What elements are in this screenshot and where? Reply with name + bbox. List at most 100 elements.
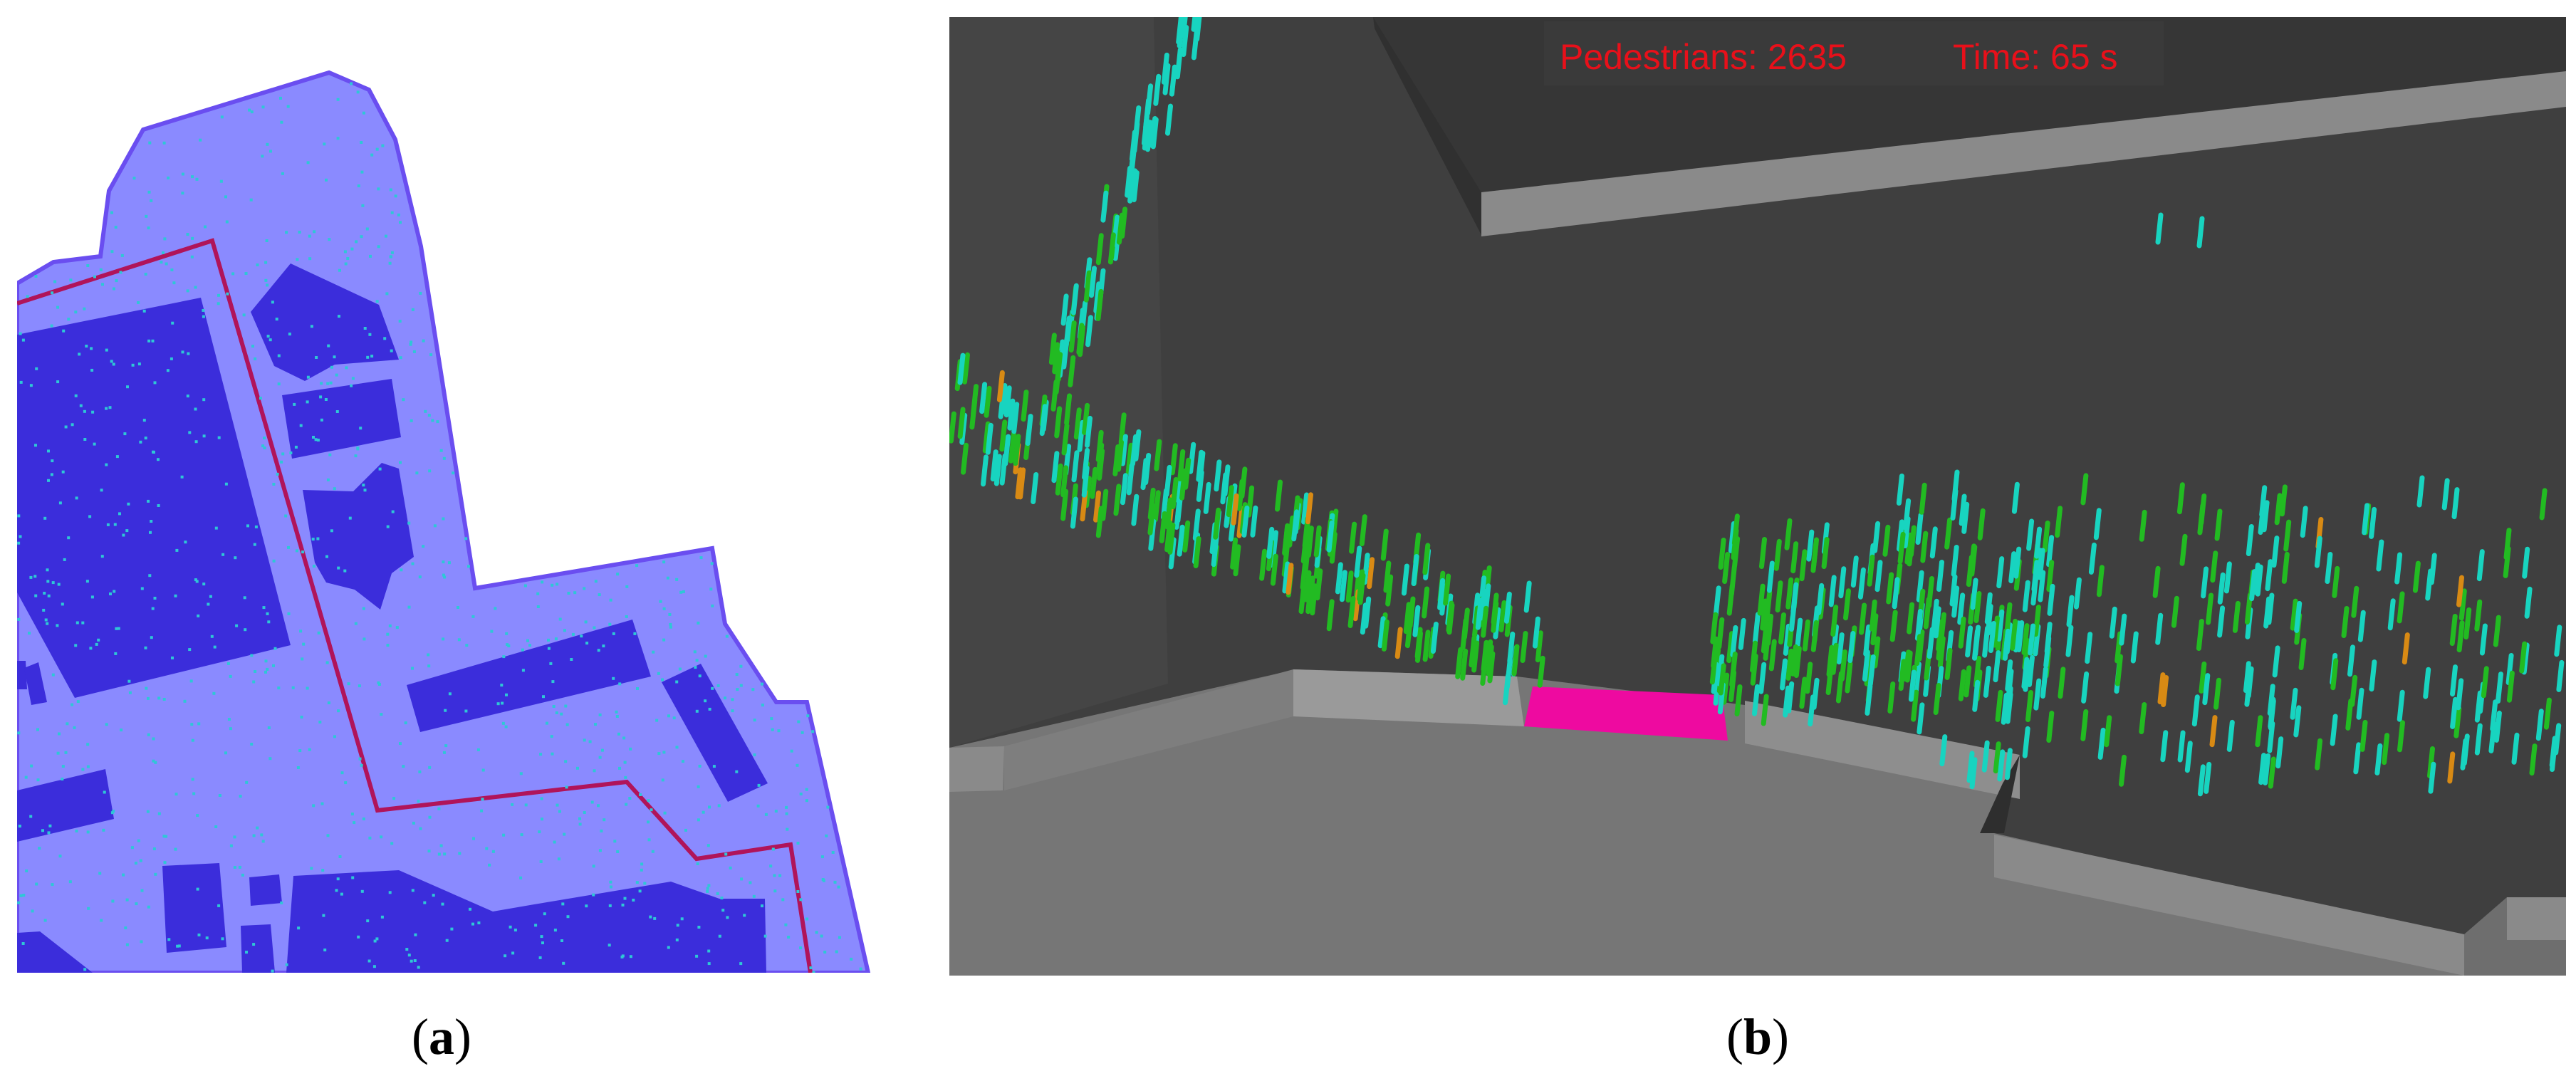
pedestrian bbox=[1793, 646, 1802, 678]
agent-dot bbox=[261, 840, 265, 843]
pedestrian bbox=[1404, 616, 1413, 649]
pedestrian bbox=[2217, 572, 2226, 605]
agent-dot bbox=[437, 852, 441, 856]
pedestrian bbox=[2001, 692, 2009, 725]
pedestrian bbox=[1959, 493, 1967, 526]
agent-dot bbox=[41, 829, 44, 832]
agent-dot bbox=[796, 890, 800, 893]
pedestrian bbox=[1839, 649, 1847, 681]
pedestrian bbox=[2268, 696, 2276, 729]
hud-pedestrians-count: Pedestrians: 2635 bbox=[1560, 37, 1847, 77]
agent-dot bbox=[110, 211, 113, 214]
agent-dot bbox=[229, 727, 232, 731]
agent-dot bbox=[83, 968, 87, 971]
pedestrian bbox=[1052, 342, 1060, 375]
pedestrian bbox=[1236, 479, 1245, 511]
agent-dot bbox=[432, 894, 435, 897]
agent-dot bbox=[89, 647, 93, 650]
agent-dot bbox=[491, 850, 495, 853]
pedestrian bbox=[1460, 648, 1469, 681]
pedestrian bbox=[2423, 667, 2431, 699]
agent-dot bbox=[372, 965, 376, 968]
pedestrian bbox=[2161, 675, 2169, 707]
agent-dot bbox=[504, 725, 508, 728]
agent-dot bbox=[358, 757, 362, 761]
agent-dot bbox=[368, 836, 372, 840]
agent-dot bbox=[111, 899, 115, 903]
agent-dot bbox=[250, 110, 254, 114]
pedestrian bbox=[1068, 320, 1077, 352]
agent-dot bbox=[194, 440, 198, 444]
agent-dot bbox=[36, 728, 39, 731]
agent-dot bbox=[51, 673, 55, 677]
pedestrian bbox=[1511, 644, 1520, 677]
agent-dot bbox=[113, 287, 115, 291]
agent-dot bbox=[321, 869, 325, 872]
agent-dot bbox=[217, 302, 220, 305]
pedestrian bbox=[1188, 442, 1196, 474]
agent-dot bbox=[242, 313, 246, 317]
agent-dot bbox=[186, 289, 189, 293]
pedestrian bbox=[2263, 596, 2272, 629]
pedestrian bbox=[1174, 497, 1182, 530]
agent-dot bbox=[355, 240, 358, 244]
pedestrian bbox=[1780, 658, 1788, 691]
agent-dot bbox=[56, 751, 60, 755]
agent-dot bbox=[212, 691, 216, 695]
pedestrian bbox=[2535, 709, 2544, 741]
pedestrian bbox=[1471, 640, 1480, 673]
pedestrian bbox=[1859, 602, 1867, 635]
pedestrian bbox=[1783, 685, 1791, 718]
agent-dot bbox=[621, 903, 625, 907]
pedestrian bbox=[1914, 634, 1923, 667]
pedestrian bbox=[1907, 602, 1915, 634]
pedestrian bbox=[1904, 650, 1913, 683]
agent-dot bbox=[608, 622, 612, 626]
pedestrian bbox=[2004, 748, 2013, 780]
pedestrian bbox=[2376, 539, 2384, 572]
agent-dot bbox=[181, 172, 184, 176]
agent-dot bbox=[809, 966, 813, 970]
agent-dot bbox=[119, 271, 122, 274]
agent-dot bbox=[326, 834, 330, 837]
agent-dot bbox=[139, 440, 142, 444]
pedestrian bbox=[1507, 631, 1516, 664]
agent-dot bbox=[711, 686, 714, 690]
agent-dot bbox=[86, 830, 90, 834]
agent-dot bbox=[708, 707, 711, 711]
agent-dot bbox=[710, 562, 714, 565]
agent-dot bbox=[152, 759, 155, 763]
agent-dot bbox=[124, 926, 127, 929]
pedestrian bbox=[2066, 595, 2075, 627]
pedestrian bbox=[2521, 642, 2530, 675]
pedestrian bbox=[2093, 508, 2102, 540]
agent-dot bbox=[122, 533, 125, 537]
agent-dot bbox=[291, 686, 295, 689]
agent-dot bbox=[137, 839, 140, 842]
agent-dot bbox=[221, 553, 225, 556]
central-curb-side bbox=[1004, 669, 1293, 790]
agent-dot bbox=[149, 531, 152, 534]
pedestrian bbox=[1862, 649, 1870, 682]
agent-dot bbox=[180, 475, 184, 479]
agent-dot bbox=[19, 380, 23, 384]
agent-dot bbox=[859, 967, 862, 971]
agent-dot bbox=[175, 548, 179, 552]
pedestrian bbox=[1233, 544, 1241, 577]
agent-dot bbox=[78, 352, 81, 356]
agent-dot bbox=[68, 880, 72, 884]
agent-dot bbox=[90, 595, 94, 599]
agent-dot bbox=[623, 761, 627, 764]
agent-dot bbox=[609, 598, 612, 602]
agent-dot bbox=[163, 861, 167, 865]
agent-dot bbox=[822, 879, 825, 882]
agent-dot bbox=[735, 770, 739, 773]
pedestrian bbox=[1149, 116, 1158, 148]
pedestrian bbox=[1850, 555, 1859, 588]
agent-dot bbox=[166, 369, 170, 372]
agent-dot bbox=[58, 732, 61, 736]
agent-dot bbox=[684, 828, 687, 832]
pedestrian bbox=[2065, 625, 2074, 657]
pedestrian bbox=[1768, 639, 1777, 672]
agent-dot bbox=[547, 638, 550, 642]
